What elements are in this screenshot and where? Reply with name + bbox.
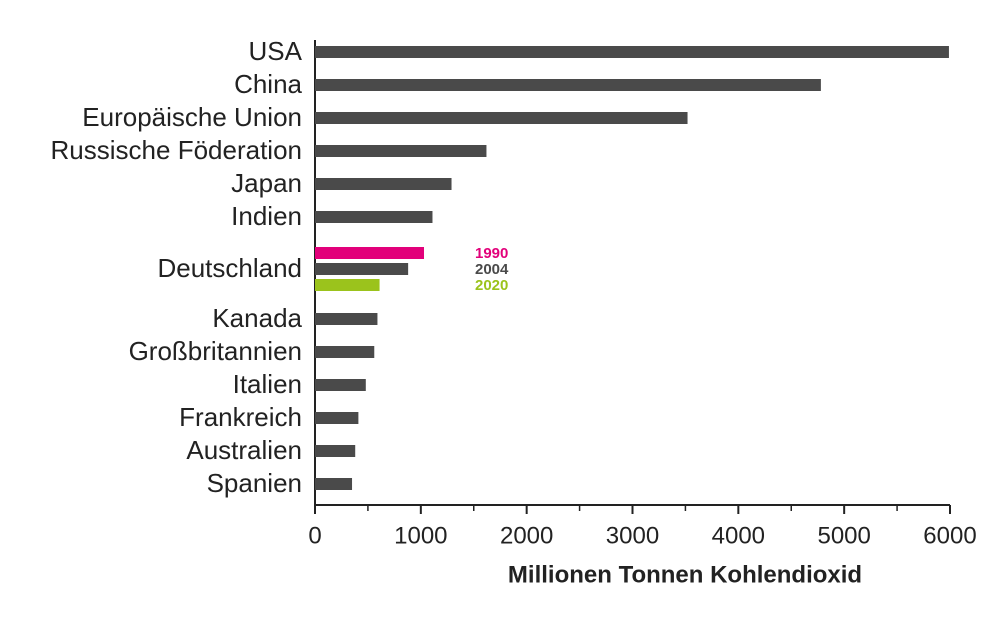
x-tick-label: 3000: [606, 522, 659, 549]
bar: [315, 379, 366, 391]
x-tick-label: 2000: [500, 522, 553, 549]
category-label: Kanada: [212, 303, 302, 333]
bar: [315, 112, 688, 124]
x-tick-label: 4000: [712, 522, 765, 549]
category-label: Deutschland: [157, 253, 302, 283]
x-tick-label: 5000: [817, 522, 870, 549]
category-label: USA: [249, 36, 303, 66]
category-label: Australien: [186, 435, 302, 465]
category-label: China: [234, 69, 302, 99]
bar: [315, 412, 359, 424]
category-label: Italien: [233, 369, 302, 399]
bar: [315, 478, 353, 490]
category-label: Japan: [231, 168, 302, 198]
bar: [315, 346, 375, 358]
category-label: Frankreich: [179, 402, 302, 432]
bar: [315, 145, 487, 157]
bar: [315, 46, 949, 58]
bar: [315, 211, 433, 223]
bar: [315, 178, 452, 190]
bar: [315, 79, 821, 91]
bar: [315, 313, 378, 325]
bar: [315, 263, 409, 275]
bar: [315, 247, 425, 259]
x-axis-title: Millionen Tonnen Kohlendioxid: [508, 561, 862, 588]
x-tick-label: 6000: [923, 522, 976, 549]
legend-label: 1990: [475, 245, 508, 262]
category-label: Russische Föderation: [51, 135, 302, 165]
category-label: Spanien: [207, 468, 302, 498]
x-tick-label: 0: [308, 522, 321, 549]
category-label: Indien: [231, 201, 302, 231]
x-tick-label: 1000: [394, 522, 447, 549]
bar: [315, 279, 380, 291]
bar: [315, 445, 356, 457]
legend-label: 2020: [475, 277, 508, 294]
category-label: Großbritannien: [129, 336, 302, 366]
category-label: Europäische Union: [82, 102, 302, 132]
legend-label: 2004: [475, 261, 509, 278]
